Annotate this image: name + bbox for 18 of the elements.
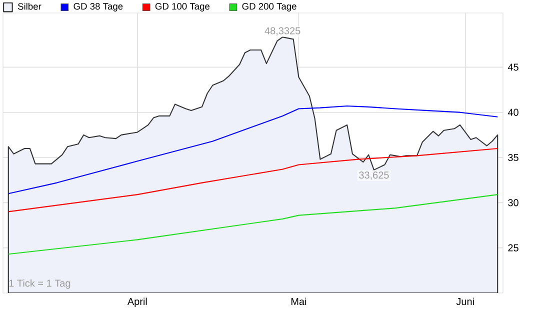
legend-label: GD 38 Tage	[74, 3, 123, 12]
annotation: 33,625	[359, 172, 389, 180]
legend-label: GD 200 Tage	[242, 3, 296, 12]
line-series	[8, 148, 498, 212]
legend-label: GD 100 Tage	[155, 3, 210, 12]
x-tick-label: April	[127, 298, 147, 308]
line-series	[8, 194, 498, 255]
y-tick-label: 30	[508, 199, 518, 206]
legend-label: Silber	[18, 2, 42, 10]
y-tick-label: 45	[508, 64, 518, 71]
line-series	[8, 105, 498, 194]
y-tick-label: 40	[508, 108, 518, 116]
y-tick-label: 35	[508, 154, 518, 162]
x-tick-label: Juni	[456, 298, 474, 306]
y-tick-label: 25	[508, 244, 518, 252]
annotation: 1 Tick = 1 Tag	[9, 279, 70, 289]
annotation: 48,3325	[264, 27, 300, 36]
x-tick-label: Mai	[291, 298, 306, 306]
